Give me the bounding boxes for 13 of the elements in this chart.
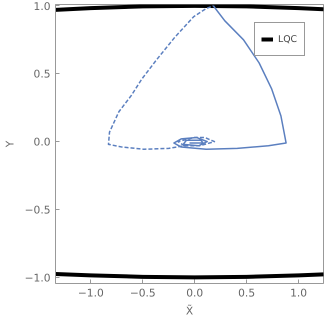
y-axis-title: Y (4, 140, 17, 148)
x-tick-label: 1.0 (290, 286, 308, 300)
y-tick-label: −1.0 (24, 271, 51, 284)
y-tick-label: −0.5 (24, 204, 51, 217)
x-tick-label: 0.0 (186, 286, 204, 300)
x-tick-label: −1.0 (78, 286, 104, 300)
legend-label: LQC (278, 34, 298, 44)
x-tick-label: 0.5 (238, 286, 256, 300)
x-axis-title: X̃ (186, 304, 194, 318)
x-tick-label: −0.5 (130, 286, 156, 300)
y-tick-label: 1.0 (34, 0, 51, 13)
y-tick-label: 0.5 (34, 68, 51, 81)
y-tick-label: 0.0 (34, 136, 51, 149)
